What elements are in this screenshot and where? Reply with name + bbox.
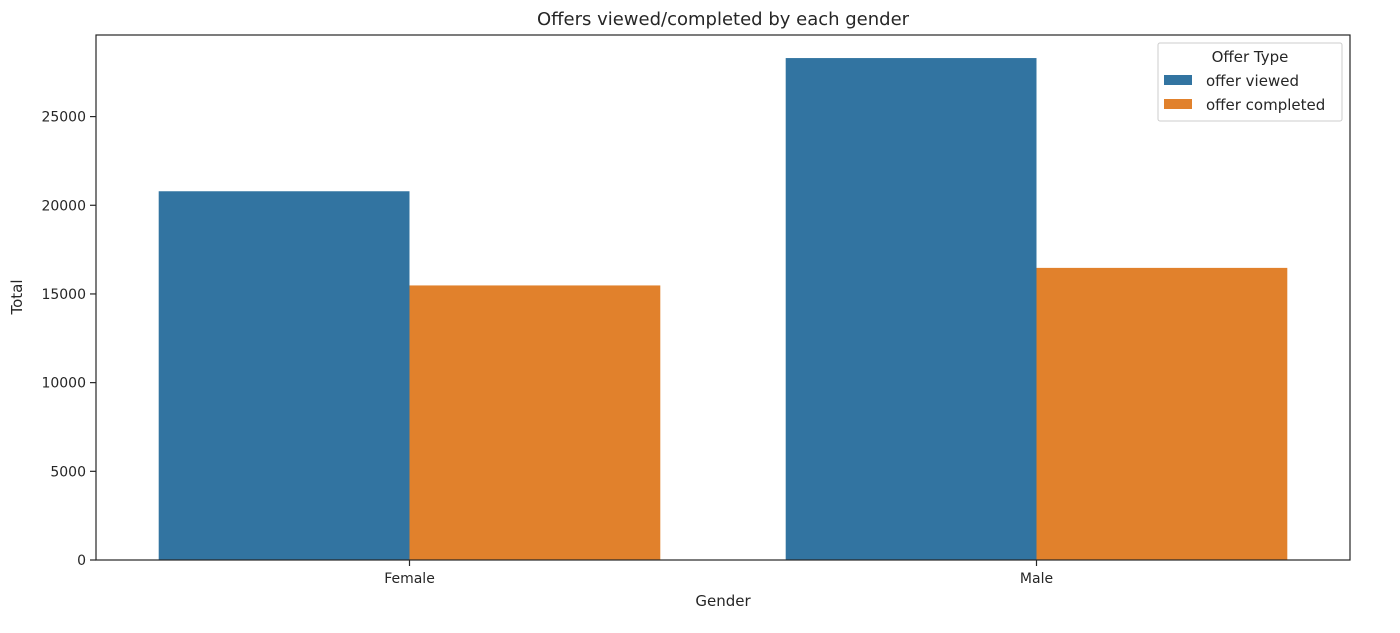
y-tick-label: 25000	[41, 110, 86, 126]
y-tick-label: 0	[77, 553, 86, 569]
y-tick-label: 5000	[50, 464, 86, 480]
legend-label-offer-completed: offer completed	[1206, 96, 1325, 114]
legend-box	[1157, 42, 1343, 122]
bar-male-offer-completed	[1036, 267, 1288, 560]
x-axis-label: Gender	[695, 592, 751, 610]
x-tick-label-male: Male	[1020, 571, 1053, 587]
chart-title: Offers viewed/completed by each gender	[537, 9, 910, 30]
legend-swatch-offer-completed	[1164, 99, 1192, 109]
y-axis: 0 5000 10000 15000 20000 25000	[41, 110, 96, 569]
bars-layer	[158, 58, 1288, 560]
legend-swatch-offer-viewed	[1164, 75, 1192, 85]
bar-female-offer-completed	[409, 285, 661, 560]
y-axis-label: Total	[8, 279, 26, 315]
plot-frame	[95, 34, 1351, 561]
bar-female-offer-viewed	[158, 191, 410, 560]
legend: Offer Type offer viewed offer completed	[1157, 42, 1343, 122]
y-tick-label: 20000	[41, 198, 86, 214]
bar-male-offer-viewed	[785, 58, 1037, 560]
x-tick-label-female: Female	[384, 571, 435, 587]
y-tick-label: 10000	[41, 376, 86, 392]
x-axis: Female Male	[384, 560, 1053, 587]
legend-label-offer-viewed: offer viewed	[1206, 72, 1299, 90]
y-tick-label: 15000	[41, 287, 86, 303]
legend-title: Offer Type	[1212, 48, 1289, 66]
